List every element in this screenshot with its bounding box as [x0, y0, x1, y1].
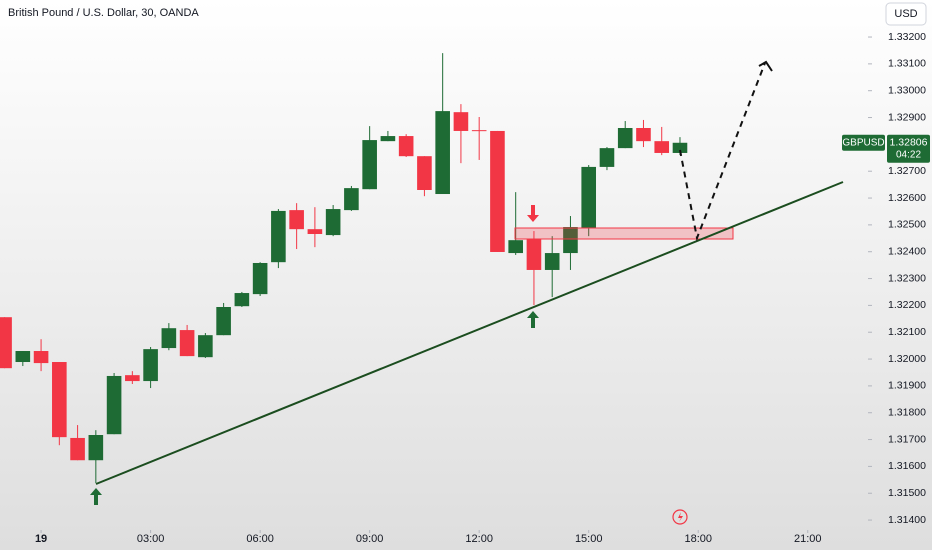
body — [471, 130, 487, 132]
body — [198, 335, 213, 358]
projection-head — [758, 60, 773, 72]
y-tick-label: 1.32600 — [888, 192, 926, 204]
x-tick-label: 18:00 — [684, 533, 712, 545]
body — [636, 128, 651, 142]
zone — [514, 227, 734, 240]
body — [125, 375, 140, 382]
chart-title: British Pound / U.S. Dollar, 30, OANDA — [8, 7, 199, 19]
event-icon[interactable] — [672, 509, 688, 525]
body — [0, 317, 12, 369]
body — [490, 130, 505, 252]
body — [453, 112, 469, 131]
y-tick-label: 1.32500 — [888, 219, 926, 231]
body — [398, 136, 414, 157]
body — [15, 351, 31, 363]
y-tick-label: 1.31900 — [888, 380, 926, 392]
body — [544, 253, 560, 270]
symbol-label: GBPUSD — [842, 137, 884, 148]
body — [179, 330, 195, 357]
last-price: 1.32806 — [890, 137, 928, 149]
x-tick-label: 12:00 — [465, 533, 493, 545]
body — [289, 210, 304, 230]
body — [526, 239, 542, 270]
event-bolt — [678, 512, 683, 522]
body — [161, 328, 177, 349]
body — [88, 435, 104, 461]
candles — [0, 53, 688, 484]
x-tick-label: 19 — [35, 533, 47, 545]
projection — [679, 62, 766, 242]
body — [654, 141, 670, 153]
body — [599, 148, 615, 167]
body — [52, 362, 67, 438]
countdown: 04:22 — [896, 149, 921, 160]
y-tick-label: 1.32400 — [888, 245, 926, 257]
y-tick-label: 1.33100 — [888, 58, 926, 70]
y-tick-label: 1.32000 — [888, 353, 926, 365]
up-arrow — [90, 488, 102, 505]
y-tick-label: 1.31800 — [888, 407, 926, 419]
body — [234, 293, 250, 307]
body — [617, 128, 633, 149]
body — [252, 262, 268, 295]
x-tick-label: 21:00 — [794, 533, 822, 545]
currency-button[interactable] — [885, 2, 927, 26]
y-tick-label: 1.31500 — [888, 487, 926, 499]
body — [271, 210, 286, 263]
y-tick-label: 1.31700 — [888, 433, 926, 445]
x-tick-label: 03:00 — [137, 533, 165, 545]
y-tick-label: 1.32700 — [888, 165, 926, 177]
body — [417, 156, 432, 190]
price-tag — [887, 134, 930, 163]
y-tick-label: 1.33000 — [888, 84, 926, 96]
axes: 1.332001.331001.330001.329001.328001.327… — [35, 31, 930, 545]
y-tick-label: 1.33200 — [888, 31, 926, 43]
y-tick-label: 1.32300 — [888, 272, 926, 284]
y-tick-label: 1.32200 — [888, 299, 926, 311]
trend-line — [95, 181, 844, 485]
body — [70, 437, 85, 461]
y-tick-label: 1.32100 — [888, 326, 926, 338]
x-tick-label: 09:00 — [356, 533, 384, 545]
currency: USD — [894, 8, 917, 20]
y-tick-label: 1.31400 — [888, 514, 926, 526]
y-tick-label: 1.31600 — [888, 460, 926, 472]
up-arrow — [527, 311, 539, 328]
body — [307, 229, 323, 235]
body — [325, 209, 341, 236]
down-arrow — [527, 205, 539, 222]
body — [508, 240, 523, 254]
x-tick-label: 15:00 — [575, 533, 603, 545]
body — [33, 351, 49, 364]
body — [143, 349, 158, 382]
body — [435, 111, 450, 195]
body — [672, 142, 688, 153]
body — [216, 306, 231, 336]
y-tick-label: 1.32900 — [888, 111, 926, 123]
symbol-tag — [842, 134, 885, 151]
body — [106, 375, 122, 435]
x-tick-label: 06:00 — [246, 533, 274, 545]
body — [362, 140, 377, 190]
body — [563, 227, 578, 254]
body — [380, 136, 396, 142]
body — [581, 166, 597, 229]
body — [344, 188, 359, 211]
